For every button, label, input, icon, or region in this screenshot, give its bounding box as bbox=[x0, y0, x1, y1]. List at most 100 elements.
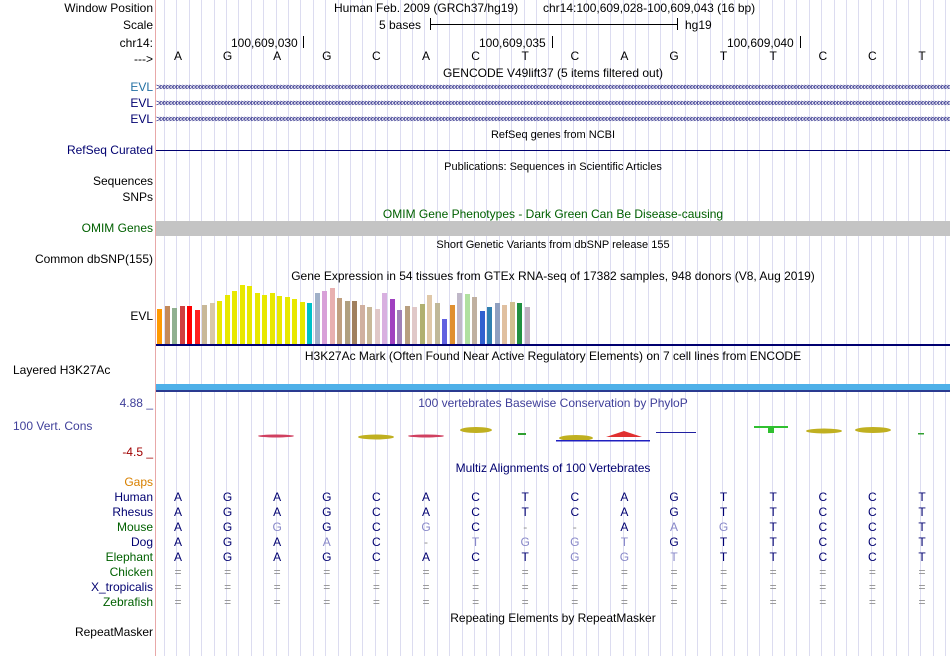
gtex-tissue-bar[interactable] bbox=[307, 303, 312, 344]
gtex-tissue-bar[interactable] bbox=[464, 294, 470, 344]
gtex-tissue-bar[interactable] bbox=[359, 305, 365, 344]
gtex-tissue-bar[interactable] bbox=[457, 293, 462, 344]
gencode-evl-label-3[interactable]: EVL bbox=[130, 112, 153, 126]
gtex-tissue-bar[interactable] bbox=[179, 306, 185, 344]
species-label-dog[interactable]: Dog bbox=[130, 535, 153, 549]
species-label-x-tropicalis[interactable]: X_tropicalis bbox=[90, 580, 153, 594]
gridline bbox=[883, 0, 884, 656]
alignment-base: G bbox=[669, 535, 679, 549]
alignment-base: = bbox=[571, 580, 579, 594]
species-label-mouse[interactable]: Mouse bbox=[116, 520, 153, 534]
gridline bbox=[586, 0, 587, 656]
gtex-tissue-bar[interactable] bbox=[269, 293, 275, 344]
sequences-label[interactable]: Sequences bbox=[92, 174, 153, 188]
alignment-base: T bbox=[719, 550, 728, 564]
gtex-tissue-bar[interactable] bbox=[299, 302, 305, 344]
gtex-tissue-bar[interactable] bbox=[254, 293, 260, 344]
omim-gene-feature[interactable] bbox=[156, 221, 950, 236]
h3k27ac-signal[interactable] bbox=[156, 384, 950, 390]
alignment-base: T bbox=[769, 550, 777, 564]
gtex-tissue-bar[interactable] bbox=[224, 295, 230, 344]
species-label-zebrafish[interactable]: Zebrafish bbox=[102, 595, 153, 609]
gtex-tissue-bar[interactable] bbox=[419, 304, 425, 344]
gtex-tissue-bar[interactable] bbox=[374, 309, 380, 344]
gtex-tissue-bar[interactable] bbox=[322, 291, 327, 344]
gaps-label[interactable]: Gaps bbox=[124, 475, 153, 489]
track-area[interactable]: Human Feb. 2009 (GRCh37/hg19) chr14:100,… bbox=[156, 0, 950, 656]
gtex-tissue-bar[interactable] bbox=[284, 297, 290, 344]
alignment-base: G bbox=[520, 535, 530, 549]
gtex-tissue-bar[interactable] bbox=[247, 286, 252, 344]
omim-genes-label[interactable]: OMIM Genes bbox=[81, 221, 153, 235]
gtex-tissue-bar[interactable] bbox=[397, 310, 402, 344]
alignment-base: = bbox=[819, 580, 827, 594]
gtex-tissue-bar[interactable] bbox=[194, 310, 200, 344]
gtex-tissue-bar[interactable] bbox=[352, 301, 357, 344]
alignment-base: A bbox=[173, 550, 182, 564]
gencode-evl-feature-3[interactable]: >>>>>>>>>>>>>>>>>>>>>>>>>>>>>>>>>>>>>>>>… bbox=[156, 115, 950, 124]
species-label-human[interactable]: Human bbox=[114, 490, 153, 504]
gtex-tissue-bar[interactable] bbox=[217, 301, 222, 344]
gtex-tissue-bar[interactable] bbox=[517, 303, 522, 344]
gtex-tissue-bar[interactable] bbox=[442, 319, 447, 344]
gencode-evl-label-2[interactable]: EVL bbox=[130, 96, 153, 110]
gtex-tissue-bar[interactable] bbox=[389, 299, 395, 344]
gtex-tissue-bar[interactable] bbox=[502, 305, 507, 344]
alignment-base: = bbox=[670, 595, 678, 609]
gtex-tissue-bar[interactable] bbox=[479, 311, 485, 344]
gridline bbox=[685, 0, 686, 656]
gtex-tissue-bar[interactable] bbox=[472, 297, 477, 344]
gtex-tissue-bar[interactable] bbox=[382, 293, 387, 344]
gtex-tissue-bar[interactable] bbox=[524, 307, 530, 344]
gencode-evl-label-1[interactable]: EVL bbox=[130, 80, 153, 94]
gencode-evl-feature-2[interactable]: >>>>>>>>>>>>>>>>>>>>>>>>>>>>>>>>>>>>>>>>… bbox=[156, 99, 950, 108]
gencode-evl-feature-1[interactable]: >>>>>>>>>>>>>>>>>>>>>>>>>>>>>>>>>>>>>>>>… bbox=[156, 83, 950, 92]
gtex-tissue-bar[interactable] bbox=[509, 302, 515, 344]
scale-bar-left-tick bbox=[430, 18, 431, 30]
refseq-evl-feature[interactable] bbox=[156, 150, 950, 151]
common-dbsnp-label[interactable]: Common dbSNP(155) bbox=[34, 252, 153, 266]
gtex-tissue-bar[interactable] bbox=[427, 295, 432, 344]
gtex-tissue-bar[interactable] bbox=[344, 301, 350, 344]
species-label-elephant[interactable]: Elephant bbox=[105, 550, 153, 564]
species-label-chicken[interactable]: Chicken bbox=[109, 565, 153, 579]
species-label-rhesus[interactable]: Rhesus bbox=[112, 505, 153, 519]
alignment-base: T bbox=[471, 535, 480, 549]
gtex-tissue-bar[interactable] bbox=[449, 305, 455, 344]
gtex-tissue-bar[interactable] bbox=[164, 306, 170, 344]
refseq-curated-label[interactable]: RefSeq Curated bbox=[66, 143, 153, 157]
gtex-tissue-bar[interactable] bbox=[314, 293, 320, 344]
sequence-base: A bbox=[620, 49, 629, 63]
gtex-tissue-bar[interactable] bbox=[404, 306, 410, 344]
gtex-tissue-bar[interactable] bbox=[262, 295, 267, 344]
gtex-tissue-bar[interactable] bbox=[187, 306, 192, 344]
gtex-evl-label[interactable]: EVL bbox=[130, 309, 153, 323]
gtex-tissue-bar[interactable] bbox=[487, 307, 492, 344]
gtex-tissue-bar[interactable] bbox=[337, 298, 342, 344]
gtex-bar-chart[interactable] bbox=[156, 283, 950, 344]
gtex-tissue-bar[interactable] bbox=[172, 308, 177, 344]
layered-h3k27ac-label[interactable]: Layered H3K27Ac bbox=[13, 363, 111, 377]
vert-cons-label[interactable]: 100 Vert. Cons bbox=[13, 419, 93, 433]
gtex-tissue-bar[interactable] bbox=[367, 307, 372, 344]
gtex-tissue-bar[interactable] bbox=[412, 307, 417, 344]
gtex-tissue-bar[interactable] bbox=[277, 296, 282, 344]
snps-label[interactable]: SNPs bbox=[122, 190, 153, 204]
gtex-tissue-bar[interactable] bbox=[232, 291, 237, 344]
gtex-tissue-bar[interactable] bbox=[209, 303, 215, 344]
gtex-tissue-bar[interactable] bbox=[494, 303, 500, 344]
strand-arrow-label[interactable]: ---> bbox=[134, 52, 153, 66]
gtex-tissue-bar[interactable] bbox=[157, 309, 162, 344]
phylop-mark-9 bbox=[559, 435, 593, 441]
gtex-tissue-bar[interactable] bbox=[434, 303, 440, 344]
alignment-base: = bbox=[571, 595, 579, 609]
gtex-tissue-bar[interactable] bbox=[239, 285, 245, 344]
alignment-base: = bbox=[224, 565, 232, 579]
repeatmasker-label[interactable]: RepeatMasker bbox=[74, 625, 153, 639]
phylop-logo-graph[interactable] bbox=[156, 420, 950, 445]
gtex-tissue-bar[interactable] bbox=[202, 305, 207, 344]
gtex-tissue-bar[interactable] bbox=[292, 299, 297, 344]
gtex-tissue-bar[interactable] bbox=[329, 288, 335, 344]
